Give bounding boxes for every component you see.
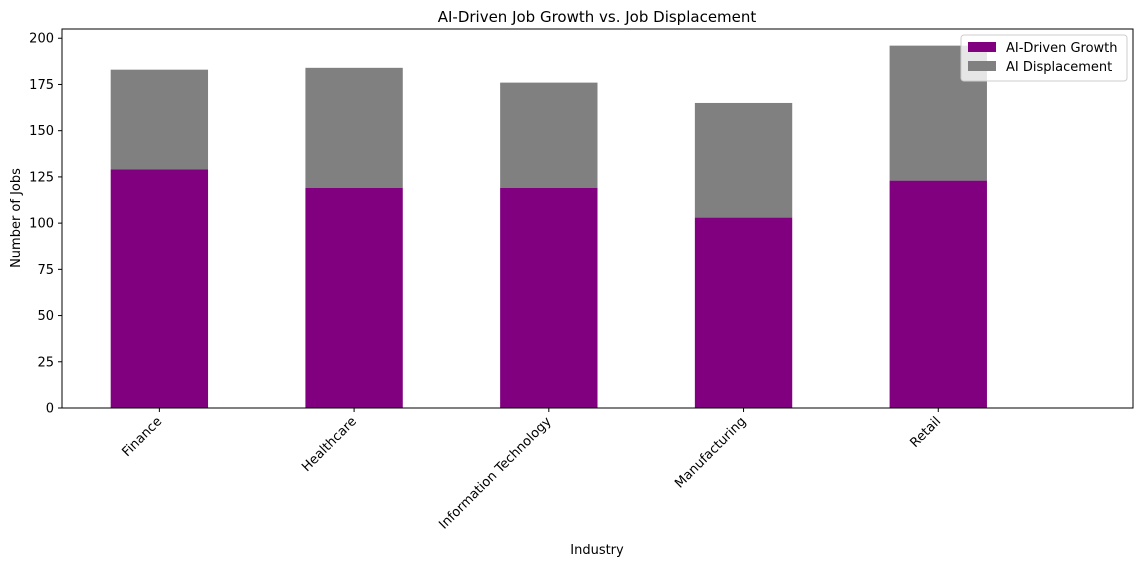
y-tick-label-75: 75 (37, 263, 54, 278)
bar-ai-driven-growth-finance (110, 169, 209, 408)
chart-title: AI-Driven Job Growth vs. Job Displacemen… (438, 8, 757, 26)
bar-ai-displacement-healthcare (305, 67, 403, 188)
bar-ai-displacement-information-technology (500, 82, 598, 188)
x-tick-label-retail: Retail (908, 414, 945, 451)
bar-ai-driven-growth-information-technology (500, 187, 598, 408)
y-axis-label: Number of Jobs (9, 168, 24, 268)
bars (110, 45, 987, 408)
bar-ai-driven-growth-manufacturing (694, 217, 793, 408)
y-tick-label-25: 25 (37, 355, 54, 370)
x-tick-label-finance: Finance (119, 414, 165, 460)
bar-ai-driven-growth-retail (889, 180, 987, 408)
legend: AI-Driven Growth AI Displacement (960, 34, 1128, 82)
legend-label-ai-driven-growth: AI-Driven Growth (1006, 41, 1118, 56)
y-tick-label-125: 125 (29, 170, 54, 185)
x-tick-label-healthcare: Healthcare (299, 414, 360, 475)
y-tick-label-50: 50 (37, 309, 54, 324)
bar-ai-displacement-finance (110, 69, 209, 170)
legend-swatch-ai-driven-growth (968, 42, 996, 52)
bar-ai-driven-growth-healthcare (305, 187, 403, 408)
x-tick-label-information-technology: Information Technology (436, 414, 554, 532)
legend-frame (960, 34, 1128, 82)
bar-ai-displacement-manufacturing (694, 102, 793, 218)
plot-frame (61, 28, 1134, 409)
legend-label-ai-displacement: AI Displacement (1006, 60, 1112, 75)
x-axis-label: Industry (570, 543, 624, 558)
x-axis: Finance Healthcare Information Technology M… (119, 408, 944, 532)
y-tick-label-100: 100 (29, 217, 54, 232)
x-tick-label-manufacturing: Manufacturing (672, 414, 749, 491)
y-tick-label-175: 175 (29, 78, 54, 93)
y-tick-label-200: 200 (29, 32, 54, 47)
y-tick-label-0: 0 (46, 402, 54, 417)
legend-swatch-ai-displacement (968, 61, 996, 71)
y-axis: 0 25 50 75 100 125 150 175 200 (29, 32, 62, 417)
y-tick-label-150: 150 (29, 124, 54, 139)
